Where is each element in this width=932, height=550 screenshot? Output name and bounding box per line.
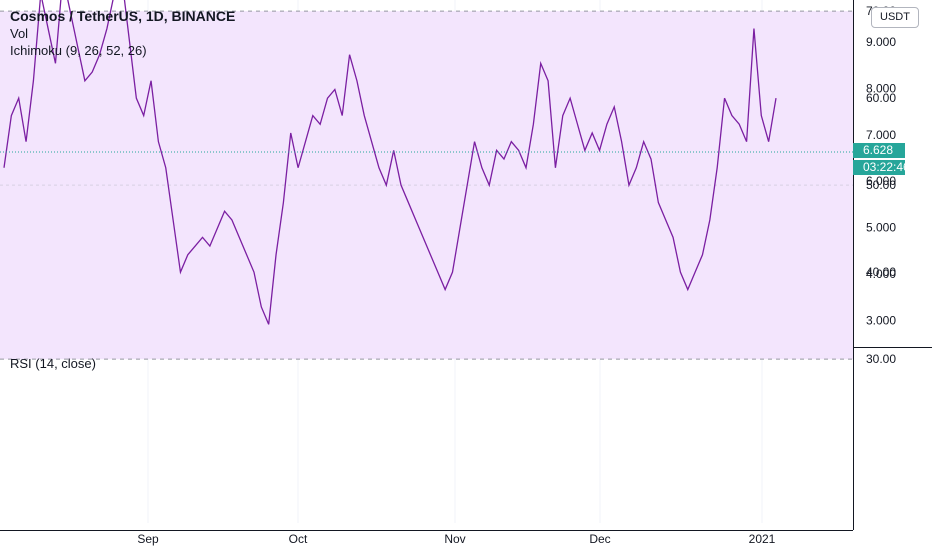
- quote-currency-button[interactable]: USDT: [871, 7, 919, 28]
- time-tick-label: Oct: [289, 532, 308, 546]
- rsi-tick-label: 40.00: [866, 265, 896, 279]
- bar-countdown-tag: 03:22:46: [853, 160, 910, 175]
- axes: 3.000 4.000 5.000 6.000 7.000 8.000 9.000 30.00…: [0, 4, 896, 546]
- rsi-tick-label: 50.00: [866, 178, 896, 192]
- price-tick-label: 5.000: [866, 221, 896, 235]
- price-tick-label: 8.000: [866, 81, 896, 95]
- price-tick-label: 4.000: [866, 267, 896, 281]
- price-tick-label: 7.000: [866, 128, 896, 142]
- rsi-line: [3, 0, 777, 325]
- time-tick-label: Dec: [589, 532, 610, 546]
- rsi-pane: [0, 0, 853, 360]
- price-tick-label: 6.000: [866, 174, 896, 188]
- price-tick-label: 9.000: [866, 35, 896, 49]
- rsi-indicator-label[interactable]: RSI (14, close): [10, 356, 96, 371]
- price-tick-label: 3.000: [866, 313, 896, 327]
- time-tick-label: Sep: [137, 532, 159, 546]
- time-tick-label: 2021: [749, 532, 776, 546]
- ichimoku-indicator-label[interactable]: Ichimoku (9, 26, 52, 26): [10, 43, 147, 58]
- volume-indicator-label[interactable]: Vol: [10, 26, 29, 41]
- symbol-title[interactable]: Cosmos / TetherUS, 1D, BINANCE: [10, 8, 236, 24]
- rsi-tick-label: 60.00: [866, 91, 896, 105]
- rsi-tick-label: 30.00: [866, 352, 896, 366]
- time-tick-label: Nov: [444, 532, 465, 546]
- last-price-tag: 6.628: [853, 143, 905, 158]
